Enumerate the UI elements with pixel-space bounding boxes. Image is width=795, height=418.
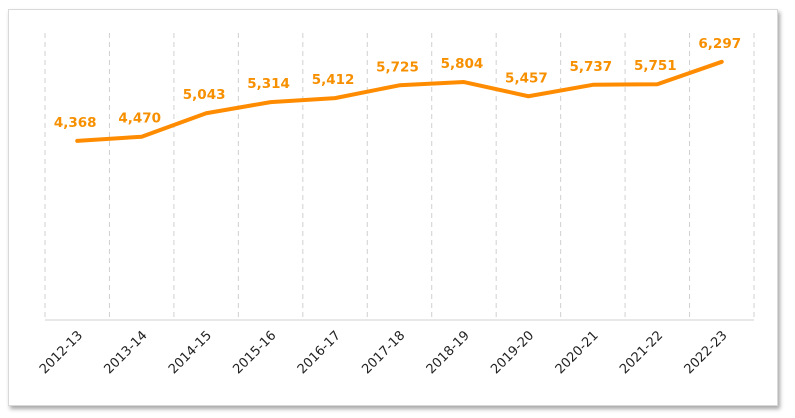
data-label: 5,412 [312,72,355,88]
x-tick-label: 2021-22 [617,328,666,377]
x-tick-label: 2022-23 [682,328,731,377]
data-label: 4,470 [118,111,161,127]
data-label: 5,737 [570,59,613,75]
series-line [75,59,724,143]
data-label: 4,368 [54,115,97,131]
x-tick-label: 2015-16 [230,328,279,377]
data-label: 5,751 [634,58,677,74]
data-label: 5,043 [183,87,226,103]
chart-card [8,9,778,406]
x-tick-label: 2018-19 [424,328,473,377]
x-tick-label: 2016-17 [295,328,344,377]
data-label: 5,457 [505,70,548,86]
x-tick-label: 2020-21 [553,328,602,377]
x-tick-label: 2012-13 [37,328,86,377]
data-label: 5,314 [247,76,290,92]
data-label: 6,297 [698,36,741,52]
data-label: 5,804 [441,56,484,72]
x-tick-label: 2014-15 [166,328,215,377]
x-tick-label: 2013-14 [101,328,150,377]
x-tick-label: 2017-18 [359,328,408,377]
x-tick-label: 2019-20 [488,328,537,377]
data-label: 5,725 [376,59,419,75]
